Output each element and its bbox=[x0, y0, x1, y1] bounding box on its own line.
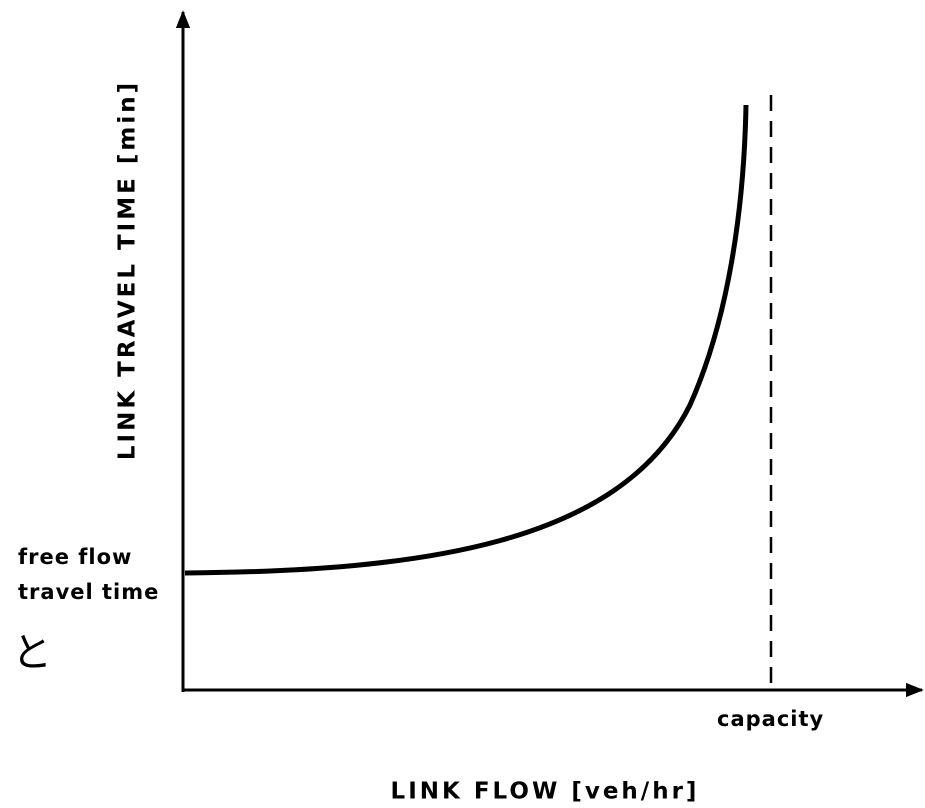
travel-time-curve bbox=[184, 104, 749, 576]
fragment-text: と bbox=[12, 630, 52, 676]
y-axis-label: LINK TRAVEL TIME [min] bbox=[115, 80, 141, 460]
free-flow-label: free flow bbox=[18, 545, 132, 569]
capacity-label: capacity bbox=[717, 707, 824, 731]
x-axis-label: LINK FLOW [veh/hr] bbox=[391, 779, 700, 805]
free-flow-label: travel time bbox=[18, 580, 159, 604]
